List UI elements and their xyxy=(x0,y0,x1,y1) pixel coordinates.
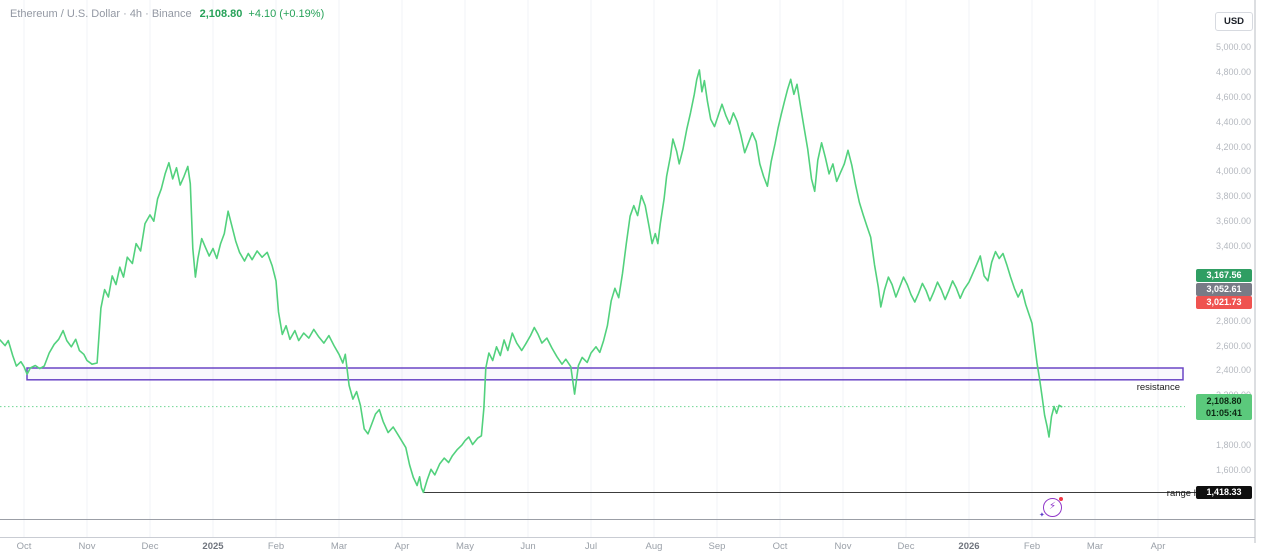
time-tick-label: Mar xyxy=(330,541,348,552)
bar-countdown: 01:05:41 xyxy=(1205,407,1243,418)
sparkle-icon: ✦ xyxy=(1039,512,1045,519)
time-tick-label: Feb xyxy=(1023,541,1041,552)
price-tick-label: 4,000.00 xyxy=(1215,166,1251,177)
price-tick-label: 5,000.00 xyxy=(1215,42,1251,52)
time-tick-label: Apr xyxy=(1150,541,1166,552)
current-price-badge: 2,108.80 01:05:41 xyxy=(1196,393,1252,420)
price-tick-label: 4,200.00 xyxy=(1215,141,1251,152)
price-level-badge: 3,052.61 xyxy=(1196,282,1252,296)
resistance-zone-box[interactable] xyxy=(26,367,1184,381)
last-price: 2,108.80 xyxy=(199,8,243,20)
price-tick-label: 1,800.00 xyxy=(1215,440,1251,451)
time-tick-label: Nov xyxy=(78,541,96,552)
price-level-badge: 3,021.73 xyxy=(1196,295,1252,309)
time-tick-label: Dec xyxy=(897,541,915,552)
time-tick-label: Oct xyxy=(772,541,788,552)
time-tick-label: 2026 xyxy=(958,541,980,552)
flash-replay-icon[interactable]: ⚡︎ ✦ xyxy=(1039,497,1063,519)
price-tick-label: 1,600.00 xyxy=(1215,465,1251,475)
time-tick-label: 2025 xyxy=(202,541,224,552)
time-tick-label: Aug xyxy=(645,541,663,552)
time-tick-label: Jun xyxy=(520,541,536,552)
time-tick-label: Jul xyxy=(584,541,598,552)
resistance-label: resistance xyxy=(1136,381,1180,393)
lightning-icon: ⚡︎ xyxy=(1048,501,1057,512)
time-tick-label: Dec xyxy=(141,541,159,552)
price-tick-label: 2,800.00 xyxy=(1215,315,1251,326)
range-low-price-badge: 1,418.33 xyxy=(1196,485,1252,499)
red-dot-icon xyxy=(1059,497,1063,501)
time-tick-label: Sep xyxy=(708,541,726,552)
time-tick-label: Feb xyxy=(267,541,285,552)
price-line[interactable] xyxy=(0,69,1063,494)
price-tick-label: 3,800.00 xyxy=(1215,191,1251,202)
currency-toggle-button[interactable]: USD xyxy=(1215,12,1253,31)
price-tick-label: 4,400.00 xyxy=(1215,116,1251,127)
price-tick-label: 3,600.00 xyxy=(1215,216,1251,227)
range-low-label: range low xyxy=(1166,487,1208,499)
time-tick-label: Apr xyxy=(394,541,410,552)
chart-legend: Ethereum / U.S. Dollar · 4h · Binance 2,1… xyxy=(10,8,324,20)
price-tick-label: 2,600.00 xyxy=(1215,340,1251,351)
time-tick-label: Oct xyxy=(16,541,32,552)
time-tick-label: May xyxy=(456,541,474,552)
price-tick-label: 4,800.00 xyxy=(1215,66,1251,77)
price-tick-label: 2,400.00 xyxy=(1215,365,1251,376)
time-tick-label: Nov xyxy=(834,541,852,552)
current-price-value: 2,108.80 xyxy=(1206,395,1242,406)
time-tick-label: Mar xyxy=(1086,541,1104,552)
price-tick-label: 4,600.00 xyxy=(1215,91,1251,102)
symbol-title[interactable]: Ethereum / U.S. Dollar · 4h · Binance xyxy=(10,8,192,20)
price-tick-label: 3,400.00 xyxy=(1215,241,1251,251)
price-level-badge: 3,167.56 xyxy=(1196,268,1252,282)
price-change: +4.10 (+0.19%) xyxy=(248,8,325,20)
